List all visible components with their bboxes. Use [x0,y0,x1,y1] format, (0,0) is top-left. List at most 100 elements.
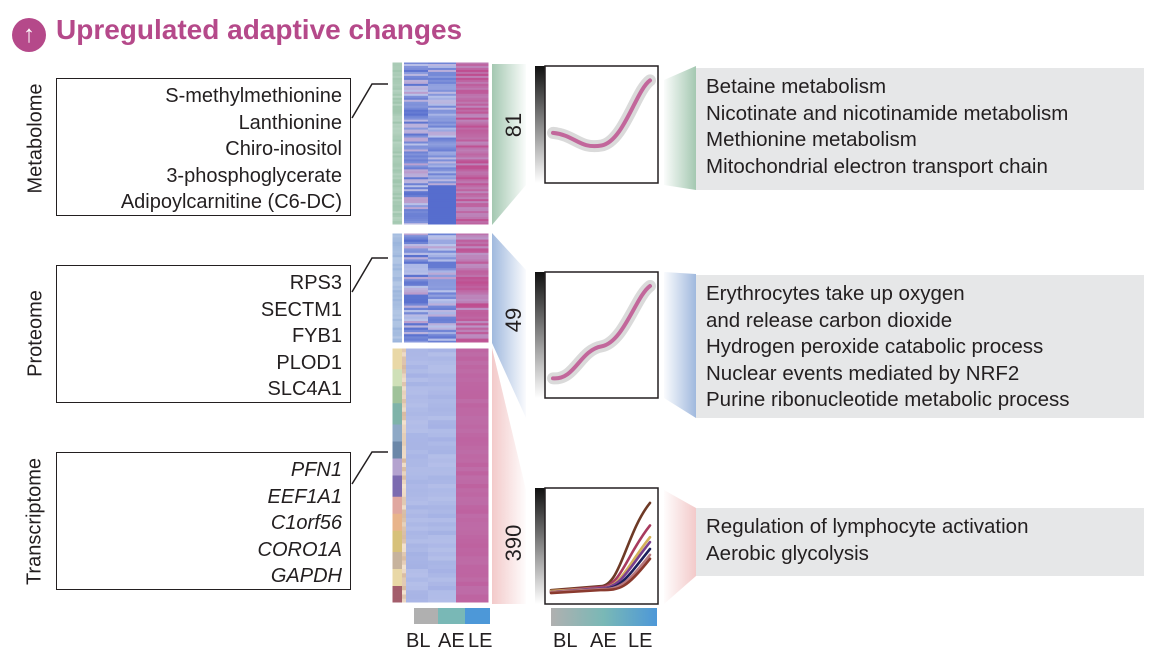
heatmap-cell [404,159,428,162]
heatmap-annotation-cell [392,334,402,337]
heatmap-cell [406,547,428,553]
heatmap-annotation-cell [402,564,406,570]
connector-line [351,83,388,119]
heatmap-cell [456,272,489,276]
heatmap-cell [456,165,489,168]
heatmap-annotation-cell [392,141,402,144]
heatmap-cell [406,569,428,574]
heatmap-cell [428,141,456,144]
heatmap-annotation-cell [392,547,402,553]
heatmap-cell [404,318,428,322]
heatmap-section [391,232,490,344]
transcriptome-label: Transcriptome [23,457,46,586]
pathway-item: Purine ribonucleotide metabolic process [706,388,1070,411]
heatmap-cell [428,285,456,289]
heatmap-annotation-cell [392,62,402,65]
feature-item: SLC4A1 [267,378,343,400]
heatmap-cell [456,462,489,468]
heatmap-annotation-cell [392,125,402,128]
heatmap-cell [428,403,456,408]
heatmap-cell [404,307,428,311]
heatmap-cell [406,424,428,430]
heatmap-annotation-cell [392,467,402,472]
heatmap-cell [456,235,489,238]
heatmap-cell [404,115,428,119]
heatmap-cell [406,399,428,404]
heatmap-annotation-cell [392,348,402,353]
pathway-box-proteome: Erythrocytes take up oxygen and release … [696,275,1144,418]
heatmap-cell [456,382,489,387]
heatmap-annotation-cell [392,65,402,69]
heatmap-cell [406,526,428,532]
heatmap-cell [456,71,489,75]
heatmap-cell [456,526,489,532]
heatmap-cell [456,131,489,134]
feature-item: PLOD1 [276,351,342,374]
heatmap-cell [456,509,489,515]
heatmap-annotation-cell [392,113,402,117]
heatmap-annotation-cell [392,101,402,105]
heatmap-cell [456,445,489,451]
pathway-list: Regulation of lymphocyte activation Aero… [706,514,1134,567]
heatmap-cell [456,213,489,216]
heatmap-annotation-cell [392,484,402,489]
feature-item: S-methylmethionine [165,85,342,107]
heatmap-cell [406,394,428,400]
heatmap-cell [406,450,428,455]
heatmap-cell [428,496,456,502]
heatmap-cell [404,149,428,152]
heatmap-cell [428,505,456,510]
heatmap-cell [456,147,489,150]
heatmap-cell [456,560,489,566]
heatmap-annotation-cell [392,235,402,238]
heatmap-cell [456,195,489,198]
heatmap-cell [428,301,456,304]
heatmap-cell [456,266,489,269]
heatmap-cell [404,163,428,166]
heatmap-cell [428,590,456,595]
heatmap-cell [406,598,428,604]
heatmap-cell [456,281,489,284]
connector-line [351,257,388,293]
heatmap-cell [428,83,456,87]
heatmap-annotation-cell [392,505,402,510]
heatmap-cell [404,203,428,206]
heatmap-cell [456,215,489,218]
heatmap-cell [456,101,489,105]
heatmap-cell [456,352,489,357]
heatmap-annotation-cell [392,211,402,214]
heatmap-cell [456,107,489,111]
heatmap-cell [456,183,489,186]
heatmap-cell [428,173,456,176]
heatmap-cell [456,105,489,109]
heatmap-cell [406,462,428,468]
heatmap-cell [404,71,428,75]
heatmap-cell [428,598,456,604]
heatmap-cell [456,274,489,278]
heatmap-cell [428,107,456,111]
heatmap-cell [404,336,428,339]
cluster-funnel-transcriptome [492,348,526,604]
pathway-item: Betaine metabolism [706,75,887,98]
heatmap-cell [404,63,428,67]
heatmap-annotation-cell [392,301,402,304]
heatmap-annotation-cell [392,153,402,156]
heatmap-annotation-cell [402,433,406,438]
heatmap-cell [428,310,456,313]
heatmap-annotation-cell [402,437,406,442]
trend-line-metabolome [551,78,652,149]
heatmap-annotation-cell [392,288,402,291]
heatmap-cell [456,501,489,506]
heatmap-cell [428,103,456,107]
heatmap-annotation-cell [392,139,402,142]
heatmap-annotation-cell [392,496,402,502]
heatmap-annotation-cell [402,513,406,519]
heatmap-annotation-cell [392,109,402,113]
heatmap-cell [428,129,456,132]
heatmap-cell [404,301,428,304]
heatmap-cell [428,365,456,370]
cluster-funnel-proteome [492,233,526,418]
heatmap-annotation-cell [402,581,406,587]
heatmap-annotation-cell [402,403,406,408]
heatmap-cell [404,211,428,214]
